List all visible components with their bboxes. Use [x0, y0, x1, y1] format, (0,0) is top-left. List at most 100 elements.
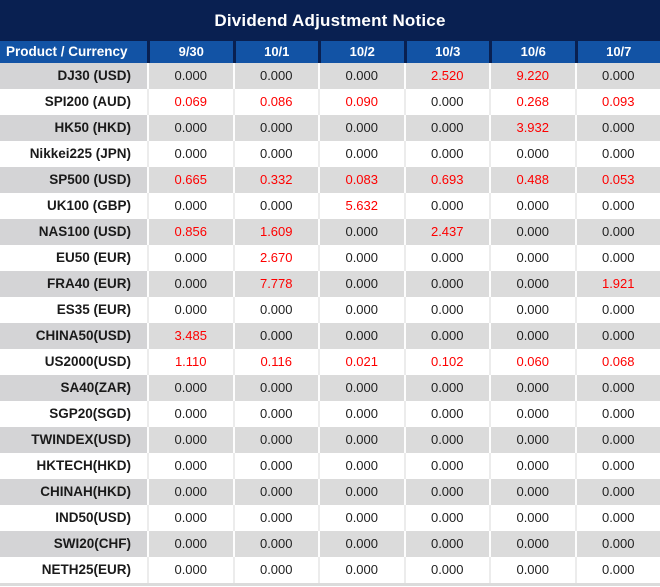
value-cell: 0.000	[489, 557, 575, 583]
value-cell: 0.000	[403, 479, 489, 505]
table-row: SP500 (USD) 0.665 0.332 0.083 0.693 0.488 0.05…	[0, 167, 660, 193]
table-row: DJ30 (USD) 0.000 0.000 0.000 2.520 9.220 0.000	[0, 63, 660, 89]
value-cell: 0.000	[318, 323, 404, 349]
value-cell: 0.000	[403, 245, 489, 271]
table-body: DJ30 (USD) 0.000 0.000 0.000 2.520 9.220 0.000…	[0, 63, 660, 583]
value-cell: 0.000	[318, 297, 404, 323]
product-cell: HKTECH(HKD)	[0, 453, 147, 479]
value-cell: 0.000	[318, 115, 404, 141]
value-cell: 0.000	[489, 479, 575, 505]
value-cell: 0.000	[574, 193, 660, 219]
value-cell: 0.000	[147, 193, 233, 219]
value-cell: 0.000	[232, 297, 318, 323]
value-cell: 0.000	[232, 115, 318, 141]
column-header-date: 10/2	[318, 41, 404, 63]
value-cell: 0.000	[403, 557, 489, 583]
page-title: Dividend Adjustment Notice	[0, 0, 660, 41]
table-row: HKTECH(HKD) 0.000 0.000 0.000 0.000 0.000 0.00…	[0, 453, 660, 479]
value-cell: 0.000	[403, 141, 489, 167]
value-cell: 0.000	[489, 193, 575, 219]
value-cell: 0.000	[232, 193, 318, 219]
value-cell: 0.000	[574, 219, 660, 245]
value-cell: 0.000	[489, 271, 575, 297]
value-cell: 0.000	[318, 557, 404, 583]
value-cell: 0.000	[318, 427, 404, 453]
value-cell: 0.000	[147, 245, 233, 271]
product-cell: Nikkei225 (JPN)	[0, 141, 147, 167]
table-header-row: Product / Currency 9/30 10/1 10/2 10/3 10/6 1…	[0, 41, 660, 63]
value-cell: 0.000	[403, 505, 489, 531]
value-cell: 3.932	[489, 115, 575, 141]
table-row: IND50(USD) 0.000 0.000 0.000 0.000 0.000 0.000	[0, 505, 660, 531]
table-row: SPI200 (AUD) 0.069 0.086 0.090 0.000 0.268 0.0…	[0, 89, 660, 115]
value-cell: 0.000	[574, 297, 660, 323]
product-cell: NETH25(EUR)	[0, 557, 147, 583]
value-cell: 2.437	[403, 219, 489, 245]
value-cell: 0.000	[574, 375, 660, 401]
value-cell: 0.000	[403, 89, 489, 115]
product-cell: DJ30 (USD)	[0, 63, 147, 89]
value-cell: 0.000	[147, 531, 233, 557]
column-header-date: 9/30	[147, 41, 233, 63]
value-cell: 0.000	[318, 219, 404, 245]
value-cell: 0.000	[489, 297, 575, 323]
value-cell: 0.000	[574, 505, 660, 531]
value-cell: 0.000	[147, 375, 233, 401]
value-cell: 0.069	[147, 89, 233, 115]
value-cell: 0.000	[232, 323, 318, 349]
value-cell: 0.000	[147, 427, 233, 453]
value-cell: 0.268	[489, 89, 575, 115]
value-cell: 0.000	[318, 531, 404, 557]
value-cell: 0.021	[318, 349, 404, 375]
value-cell: 1.110	[147, 349, 233, 375]
table-row: ES35 (EUR) 0.000 0.000 0.000 0.000 0.000 0.000	[0, 297, 660, 323]
value-cell: 0.000	[489, 375, 575, 401]
product-cell: HK50 (HKD)	[0, 115, 147, 141]
value-cell: 5.632	[318, 193, 404, 219]
value-cell: 2.520	[403, 63, 489, 89]
value-cell: 0.000	[318, 141, 404, 167]
value-cell: 0.000	[318, 375, 404, 401]
value-cell: 0.102	[403, 349, 489, 375]
value-cell: 0.000	[574, 323, 660, 349]
table-row: HK50 (HKD) 0.000 0.000 0.000 0.000 3.932 0.000	[0, 115, 660, 141]
column-header-date: 10/3	[403, 41, 490, 63]
value-cell: 0.000	[574, 453, 660, 479]
value-cell: 9.220	[489, 63, 575, 89]
value-cell: 0.000	[147, 453, 233, 479]
value-cell: 0.856	[147, 219, 233, 245]
value-cell: 0.083	[318, 167, 404, 193]
value-cell: 3.485	[147, 323, 233, 349]
value-cell: 0.000	[489, 141, 575, 167]
value-cell: 0.000	[574, 479, 660, 505]
table-row: SGP20(SGD) 0.000 0.000 0.000 0.000 0.000 0.000	[0, 401, 660, 427]
value-cell: 0.000	[147, 63, 233, 89]
value-cell: 0.000	[403, 193, 489, 219]
product-cell: FRA40 (EUR)	[0, 271, 147, 297]
value-cell: 0.000	[232, 505, 318, 531]
product-cell: ES35 (EUR)	[0, 297, 147, 323]
table-row: NETH25(EUR) 0.000 0.000 0.000 0.000 0.000 0.00…	[0, 557, 660, 583]
value-cell: 0.000	[403, 401, 489, 427]
value-cell: 0.000	[489, 531, 575, 557]
column-header-date: 10/1	[232, 41, 319, 63]
value-cell: 0.000	[232, 401, 318, 427]
product-cell: IND50(USD)	[0, 505, 147, 531]
value-cell: 0.000	[147, 115, 233, 141]
value-cell: 0.000	[318, 63, 404, 89]
value-cell: 0.000	[318, 505, 404, 531]
value-cell: 0.000	[232, 453, 318, 479]
column-header-date: 10/7	[574, 41, 660, 63]
table-row: SA40(ZAR) 0.000 0.000 0.000 0.000 0.000 0.000	[0, 375, 660, 401]
value-cell: 0.060	[489, 349, 575, 375]
value-cell: 0.000	[574, 531, 660, 557]
value-cell: 0.000	[574, 557, 660, 583]
value-cell: 0.000	[147, 141, 233, 167]
value-cell: 0.000	[318, 271, 404, 297]
value-cell: 0.000	[489, 245, 575, 271]
value-cell: 0.116	[232, 349, 318, 375]
value-cell: 0.068	[574, 349, 660, 375]
column-header-product: Product / Currency	[6, 44, 128, 59]
value-cell: 0.000	[489, 323, 575, 349]
